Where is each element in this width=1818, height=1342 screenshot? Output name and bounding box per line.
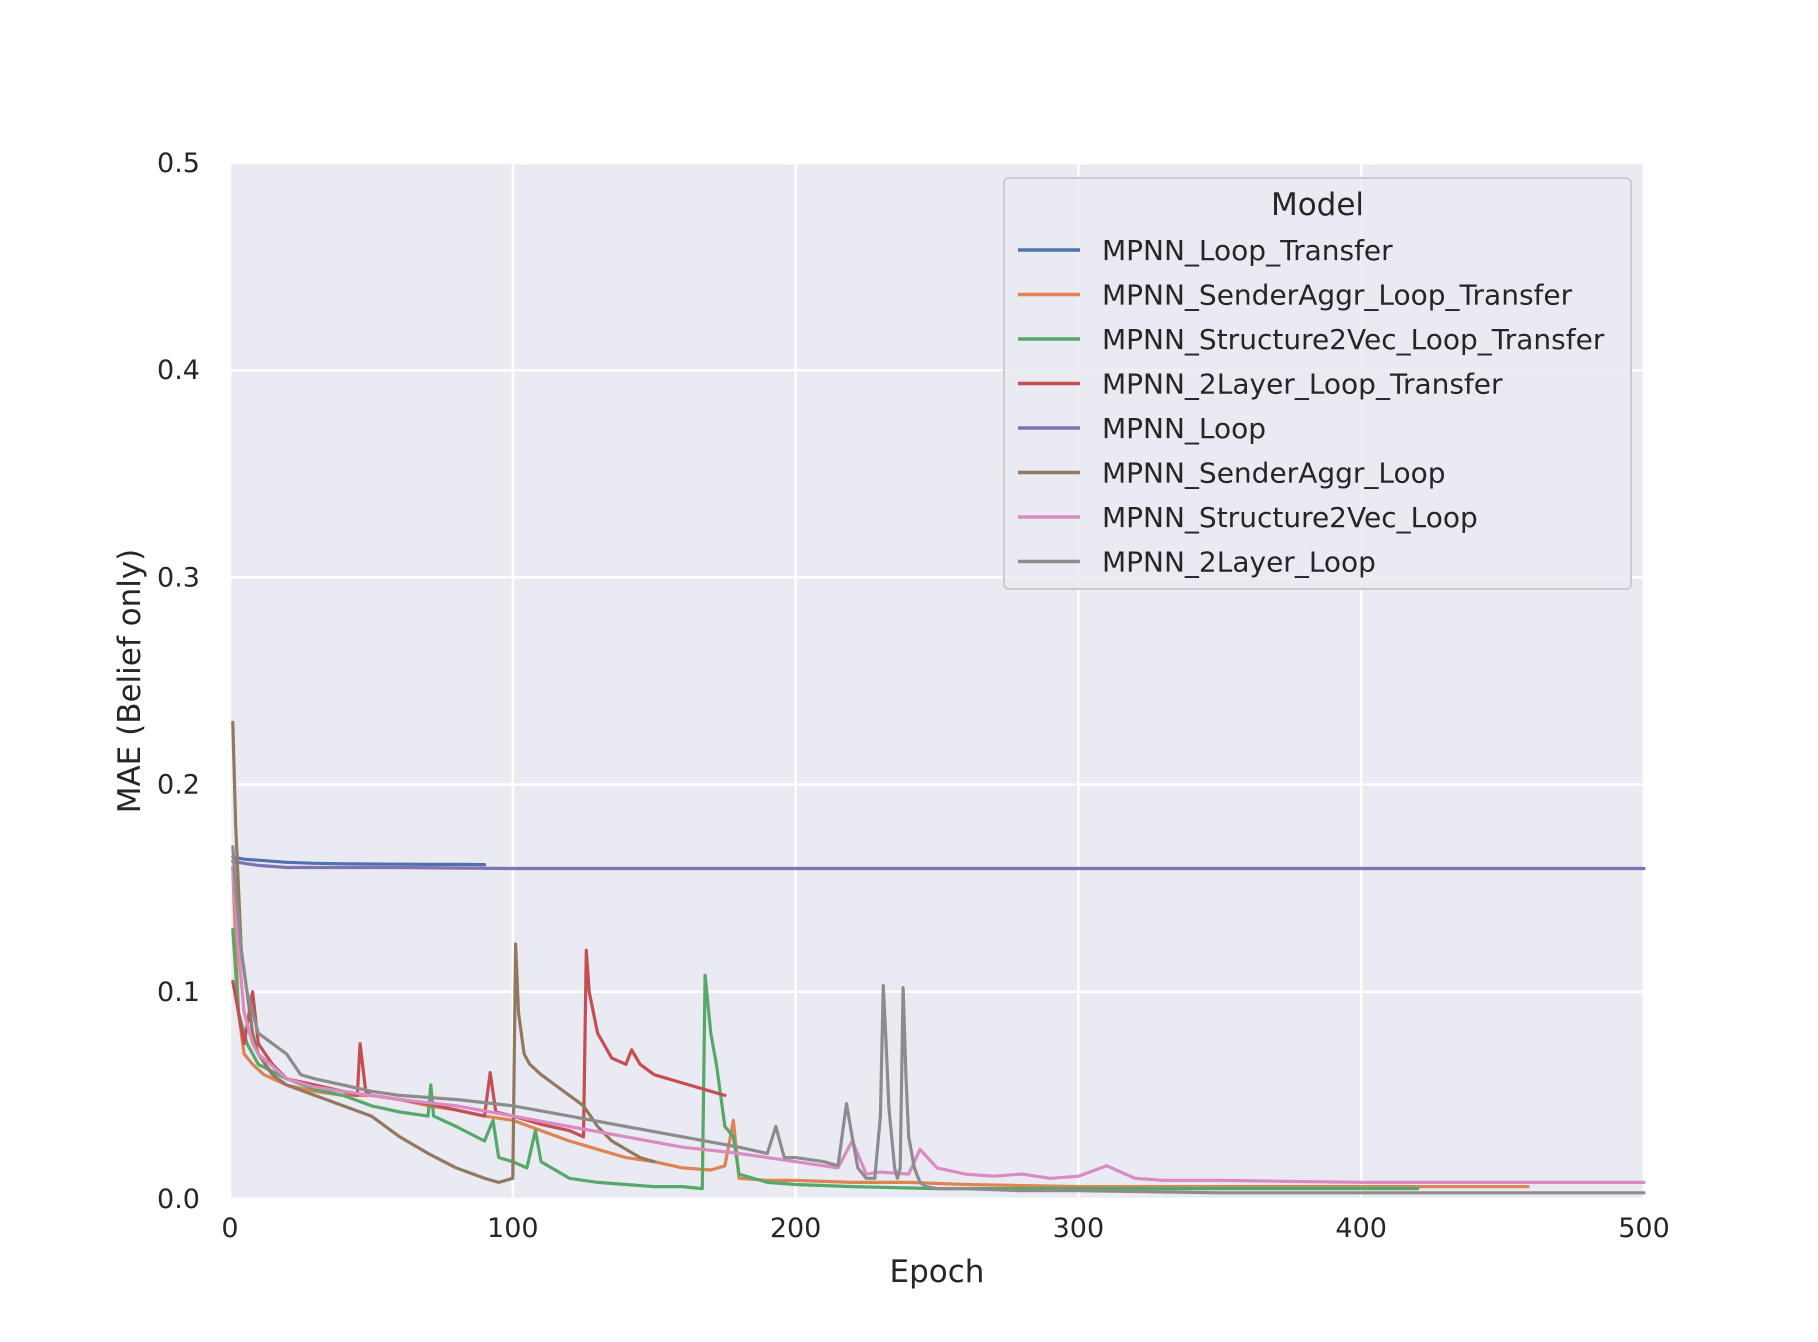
legend-label: MPNN_Structure2Vec_Loop <box>1102 501 1478 534</box>
x-axis-label: Epoch <box>890 1254 985 1290</box>
series-lines <box>231 720 1646 1195</box>
x-tick-label: 500 <box>1618 1213 1670 1244</box>
legend-label: MPNN_Loop_Transfer <box>1102 234 1393 267</box>
y-tick-label: 0.1 <box>157 977 200 1008</box>
legend-label: MPNN_SenderAggr_Loop_Transfer <box>1102 279 1573 312</box>
series-line-8 <box>231 845 1646 1195</box>
tick-labels: 0 100 200 300 400 500 0.0 0.1 0.2 0.3 0.4 0.5 <box>157 148 1670 1244</box>
x-tick-label: 0 <box>221 1213 238 1244</box>
legend-label: MPNN_Loop <box>1102 412 1266 445</box>
x-tick-label: 100 <box>487 1213 539 1244</box>
legend-frame <box>1003 177 1632 590</box>
series-line-7 <box>231 865 1646 1185</box>
x-tick-label: 300 <box>1053 1213 1105 1244</box>
y-axis-label: MAE (Belief only) <box>112 549 148 814</box>
x-tick-label: 200 <box>770 1213 822 1244</box>
y-tick-label: 0.3 <box>157 562 200 593</box>
legend: Model MPNN_Loop_Transfer MPNN_SenderAggr_… <box>1003 177 1632 590</box>
legend-label: MPNN_2Layer_Loop <box>1102 546 1376 579</box>
series-line-1 <box>231 855 487 867</box>
series-line-5 <box>231 859 1646 871</box>
series-line-3 <box>231 927 1420 1191</box>
legend-entries: MPNN_Loop_Transfer MPNN_SenderAggr_Loop_T… <box>1018 234 1605 579</box>
y-tick-label: 0.5 <box>157 148 200 179</box>
x-tick-label: 400 <box>1335 1213 1387 1244</box>
y-tick-label: 0.4 <box>157 355 200 386</box>
legend-label: MPNN_Structure2Vec_Loop_Transfer <box>1102 323 1605 356</box>
legend-title: Model <box>1271 187 1364 223</box>
y-tick-label: 0.2 <box>157 770 200 801</box>
y-tick-label: 0.0 <box>157 1184 200 1215</box>
legend-label: MPNN_SenderAggr_Loop <box>1102 457 1446 490</box>
legend-label: MPNN_2Layer_Loop_Transfer <box>1102 368 1503 401</box>
